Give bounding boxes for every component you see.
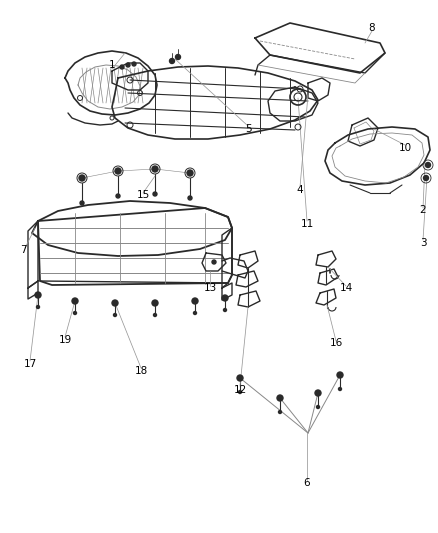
Circle shape xyxy=(74,311,77,314)
Text: 2: 2 xyxy=(420,205,426,215)
Circle shape xyxy=(222,295,228,301)
Text: 14: 14 xyxy=(339,283,353,293)
Circle shape xyxy=(35,292,41,298)
Text: 6: 6 xyxy=(304,478,310,488)
Text: 4: 4 xyxy=(297,185,303,195)
Circle shape xyxy=(279,410,282,414)
Circle shape xyxy=(339,387,342,391)
Text: 17: 17 xyxy=(23,359,37,369)
Circle shape xyxy=(115,168,121,174)
Circle shape xyxy=(152,166,158,172)
Circle shape xyxy=(237,375,243,381)
Circle shape xyxy=(194,311,197,314)
Text: 5: 5 xyxy=(245,124,251,134)
Circle shape xyxy=(187,170,193,176)
Circle shape xyxy=(126,63,130,67)
Circle shape xyxy=(79,175,85,181)
Circle shape xyxy=(188,196,192,200)
Circle shape xyxy=(176,54,180,60)
Circle shape xyxy=(317,406,319,408)
Circle shape xyxy=(425,163,431,167)
Text: 15: 15 xyxy=(136,190,150,200)
Circle shape xyxy=(153,313,156,317)
Circle shape xyxy=(112,300,118,306)
Text: 16: 16 xyxy=(329,338,343,348)
Circle shape xyxy=(277,395,283,401)
Circle shape xyxy=(223,309,226,311)
Circle shape xyxy=(113,313,117,317)
Circle shape xyxy=(170,59,174,63)
Circle shape xyxy=(315,390,321,396)
Text: 3: 3 xyxy=(420,238,426,248)
Text: 7: 7 xyxy=(20,245,26,255)
Circle shape xyxy=(116,194,120,198)
Circle shape xyxy=(424,175,428,181)
Text: 13: 13 xyxy=(203,283,217,293)
Circle shape xyxy=(80,201,84,205)
Text: 12: 12 xyxy=(233,385,247,395)
Text: 18: 18 xyxy=(134,366,148,376)
Circle shape xyxy=(152,300,158,306)
Circle shape xyxy=(36,305,39,309)
Circle shape xyxy=(212,260,216,264)
Circle shape xyxy=(72,298,78,304)
Text: 10: 10 xyxy=(399,143,412,153)
Circle shape xyxy=(192,298,198,304)
Text: 8: 8 xyxy=(369,23,375,33)
Circle shape xyxy=(132,62,136,66)
Text: 1: 1 xyxy=(109,60,115,70)
Circle shape xyxy=(120,65,124,69)
Circle shape xyxy=(337,372,343,378)
Text: 11: 11 xyxy=(300,219,314,229)
Circle shape xyxy=(239,391,241,393)
Text: 19: 19 xyxy=(58,335,72,345)
Circle shape xyxy=(153,192,157,196)
